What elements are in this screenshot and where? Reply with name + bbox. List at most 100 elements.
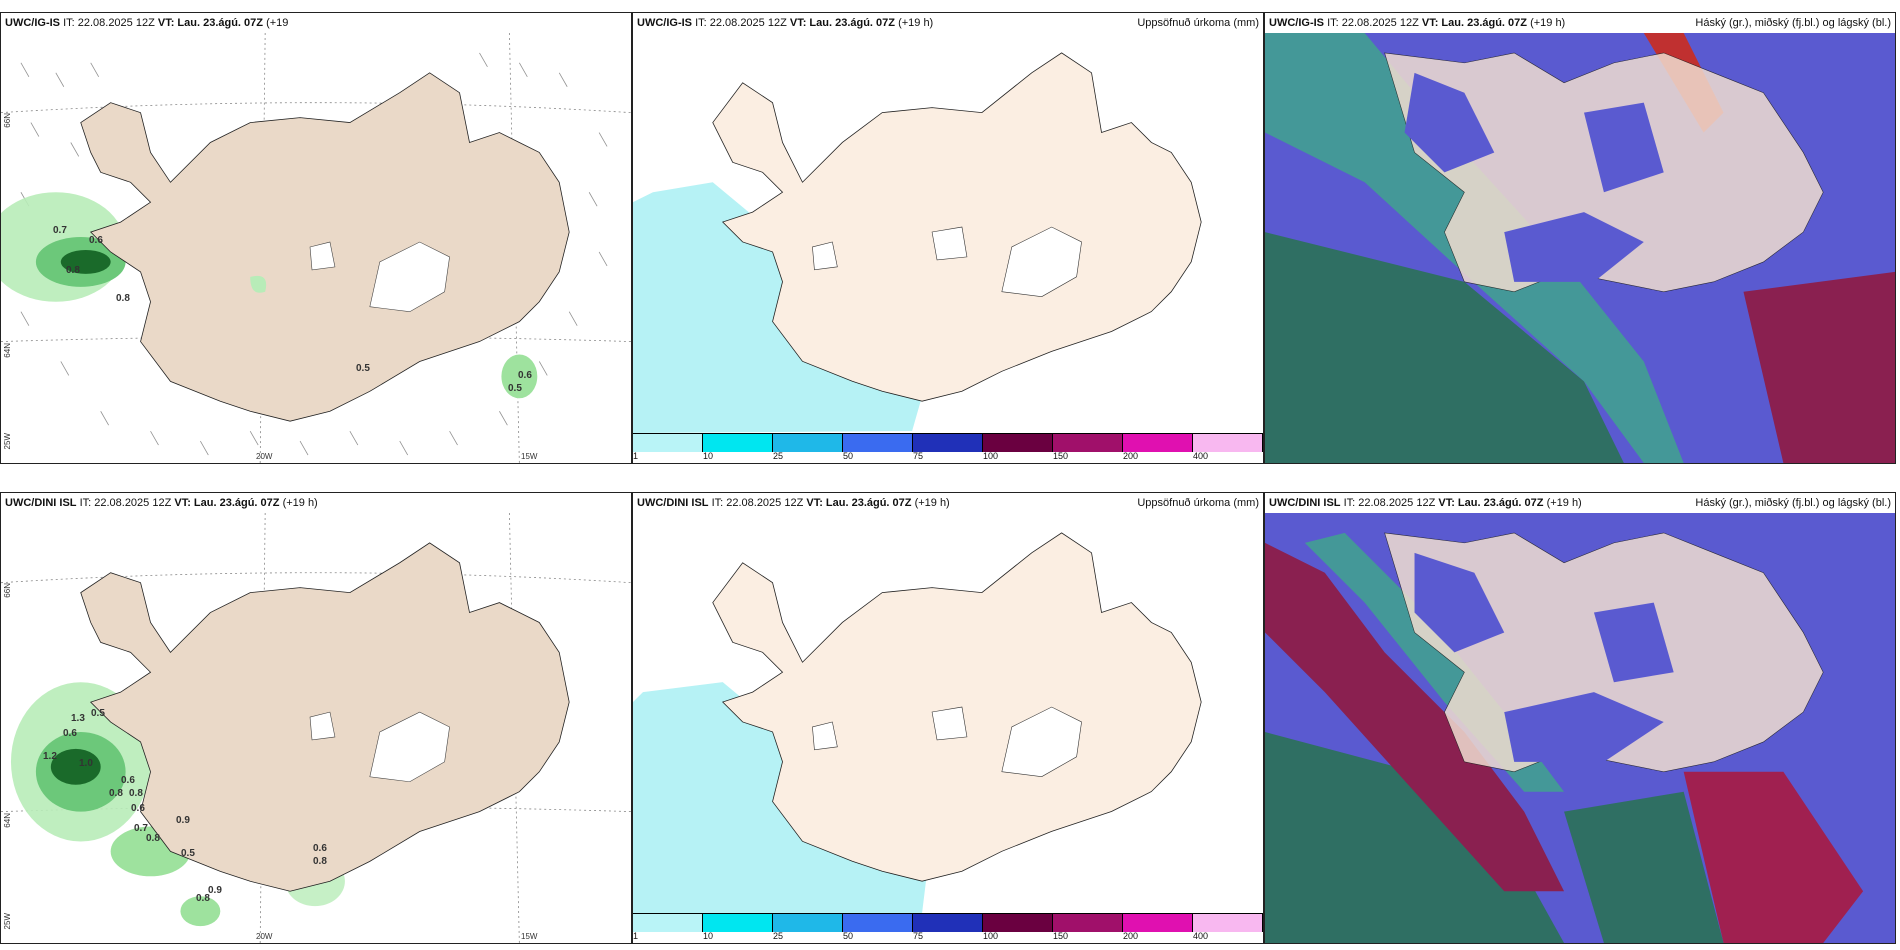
colorbar-segment	[913, 914, 983, 932]
cloud-map[interactable]	[1265, 33, 1895, 463]
wind-map-svg	[1, 33, 631, 463]
init-time: IT: 22.08.2025 12Z	[695, 17, 787, 29]
value-label: 0.5	[91, 708, 105, 719]
value-label: 0.7	[134, 823, 148, 834]
iceland-land	[712, 532, 1202, 882]
value-label: 0.5	[508, 383, 522, 394]
cloud-panel-igis: UWC/IG-IS IT: 22.08.2025 12Z VT: Lau. 23…	[1264, 12, 1896, 464]
value-label: 1.2	[43, 751, 57, 762]
colorbar-tick-label: 50	[843, 451, 854, 461]
lat-label-mid: 64N	[3, 343, 12, 358]
model-name: UWC/DINI ISL	[5, 497, 77, 509]
value-label: 0.9	[176, 815, 190, 826]
colorbar-segment	[843, 914, 913, 932]
lead-time: (+19 h)	[914, 497, 950, 509]
colorbar-tick-label: 150	[1053, 451, 1069, 461]
lat-label-top: 66N	[3, 113, 12, 128]
colorbar-tick-label: 400	[1192, 451, 1209, 461]
value-label: 0.8	[313, 856, 327, 867]
colorbar-tick-label: 150	[1053, 931, 1069, 941]
cloud-map[interactable]	[1265, 513, 1895, 943]
colorbar-tick-label: 25	[772, 451, 783, 461]
colorbar-segment	[983, 914, 1053, 932]
value-label: 0.6	[121, 775, 135, 786]
init-time: IT: 22.08.2025 12Z	[1343, 497, 1436, 509]
panel-header: UWC/IG-IS IT: 22.08.2025 12Z VT: Lau. 23…	[1, 13, 631, 33]
valid-time: VT: Lau. 23.ágú. 07Z	[174, 497, 280, 509]
colorbar-segment	[1123, 434, 1193, 452]
value-label: 0.6	[313, 843, 327, 854]
valid-time: VT: Lau. 23.ágú. 07Z	[789, 17, 895, 29]
init-time: IT: 22.08.2025 12Z	[1327, 17, 1419, 29]
precip-colorbar: 1 10 25 50 75 100 150 200 400	[633, 913, 1263, 943]
colorbar-segment	[703, 914, 773, 932]
cloud-map-svg	[1265, 33, 1895, 463]
precip-colorbar: 1 10 25 50 75 100 150 200 400	[633, 433, 1263, 463]
colorbar-segment	[843, 434, 913, 452]
colorbar-tick-label: 50	[843, 931, 854, 941]
colorbar-tick-label: 100	[983, 451, 999, 461]
colorbar-tick-label: 10	[702, 451, 713, 461]
model-name: UWC/IG-IS	[1269, 17, 1324, 29]
value-label: 0.8	[196, 893, 210, 904]
panel-title: Uppsöfnuð úrkoma (mm)	[1137, 497, 1259, 509]
value-label: 1.3	[71, 713, 85, 724]
precip-map[interactable]	[633, 513, 1263, 913]
panel-title: Háský (gr.), miðský (fj.bl.) og lágský (…	[1695, 17, 1891, 29]
iceland-land	[1384, 532, 1824, 773]
valid-time: VT: Lau. 23.ágú. 07Z	[157, 17, 263, 29]
wind-panel-dini: UWC/DINI ISL IT: 22.08.2025 12Z VT: Lau.…	[0, 492, 632, 944]
precip-panel-dini: UWC/DINI ISL IT: 22.08.2025 12Z VT: Lau.…	[632, 492, 1264, 944]
colorbar-segment	[913, 434, 983, 452]
precip-map-svg	[633, 33, 1263, 433]
colorbar-segment	[633, 914, 703, 932]
model-name: UWC/DINI ISL	[637, 497, 709, 509]
value-label: 0.8	[116, 293, 130, 304]
colorbar-segment	[1193, 434, 1263, 452]
init-time: IT: 22.08.2025 12Z	[63, 17, 155, 29]
cloud-panel-dini: UWC/DINI ISL IT: 22.08.2025 12Z VT: Lau.…	[1264, 492, 1896, 944]
colorbar-ticks: 1 10 25 50 75 100 150 200 400	[633, 931, 1263, 943]
lon-label-right: 15W	[521, 452, 538, 461]
lon-label-mid: 20W	[256, 452, 273, 461]
colorbar-segment	[633, 434, 703, 452]
value-label: 0.7	[53, 225, 67, 236]
lead-time: (+19 h)	[898, 17, 934, 29]
valid-time: VT: Lau. 23.ágú. 07Z	[806, 497, 912, 509]
wind-map[interactable]: 66N 64N 25W 20W 15W 1.3 0.5 0.6 1.2 1.0 …	[1, 513, 631, 943]
panel-title: Háský (gr.), miðský (fj.bl.) og lágský (…	[1695, 497, 1891, 509]
precip-map-svg	[633, 513, 1263, 913]
colorbar-tick-label: 75	[912, 931, 923, 941]
colorbar-tick-label: 1	[633, 451, 639, 461]
precip-map[interactable]	[633, 33, 1263, 433]
colorbar-tick-label: 200	[1123, 451, 1139, 461]
colorbar-segment	[983, 434, 1053, 452]
lat-label-top: 66N	[3, 583, 12, 598]
lead-time: (+19 h)	[1546, 497, 1582, 509]
wind-map[interactable]: 66N 64N 25W 20W 15W 0.7 0.6 0.8 0.8 0.5 …	[1, 33, 631, 463]
colorbar-tick-label: 200	[1123, 931, 1139, 941]
colorbar-tick-label: 75	[912, 451, 923, 461]
valid-time: VT: Lau. 23.ágú. 07Z	[1421, 17, 1527, 29]
init-time: IT: 22.08.2025 12Z	[711, 497, 804, 509]
iceland-land	[712, 52, 1202, 402]
lon-label-left: 25W	[3, 913, 12, 930]
lon-label-mid: 20W	[256, 932, 273, 941]
wind-map-svg	[1, 513, 631, 943]
colorbar-segments	[633, 433, 1263, 452]
colorbar-tick-label: 400	[1192, 931, 1209, 941]
model-name: UWC/IG-IS	[637, 17, 692, 29]
value-label: 0.9	[208, 885, 222, 896]
wind-panel-igis: UWC/IG-IS IT: 22.08.2025 12Z VT: Lau. 23…	[0, 12, 632, 464]
model-name: UWC/IG-IS	[5, 17, 60, 29]
colorbar-tick-label: 25	[772, 931, 783, 941]
value-label: 0.6	[131, 803, 145, 814]
panel-title: Uppsöfnuð úrkoma (mm)	[1137, 17, 1259, 29]
init-time: IT: 22.08.2025 12Z	[79, 497, 172, 509]
value-label: 0.8	[66, 265, 80, 276]
valid-time: VT: Lau. 23.ágú. 07Z	[1438, 497, 1544, 509]
lead-time: (+19 h)	[1530, 17, 1566, 29]
colorbar-ticks: 1 10 25 50 75 100 150 200 400	[633, 451, 1263, 463]
colorbar-segment	[773, 434, 843, 452]
colorbar-segments	[633, 913, 1263, 932]
